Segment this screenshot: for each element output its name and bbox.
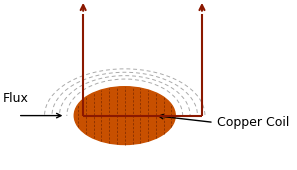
Text: Flux: Flux [3, 92, 29, 105]
Ellipse shape [74, 87, 175, 144]
Text: Copper Coil: Copper Coil [217, 116, 289, 129]
Bar [21, 116, 229, 170]
